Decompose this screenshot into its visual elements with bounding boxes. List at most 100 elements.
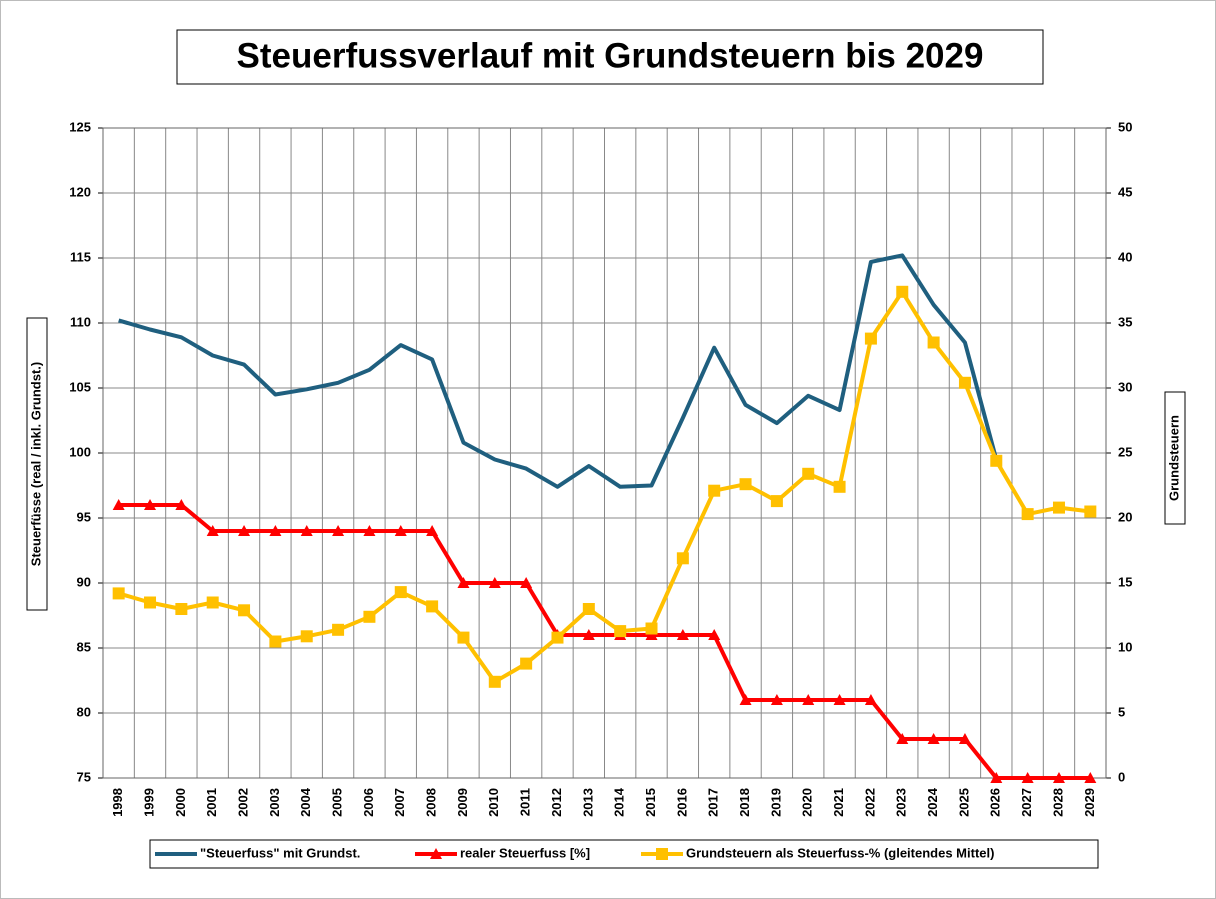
x-tick-label: 2006 <box>361 788 376 817</box>
x-tick-label: 2026 <box>988 788 1003 817</box>
y2-tick-label: 50 <box>1118 119 1132 134</box>
y2-tick-label: 0 <box>1118 769 1125 784</box>
y2-tick-label: 40 <box>1118 249 1132 264</box>
point-marker <box>927 733 940 744</box>
point-marker <box>802 467 815 480</box>
x-tick-label: 1998 <box>110 788 125 817</box>
point-marker <box>520 657 533 670</box>
point-marker <box>676 552 689 565</box>
point-marker <box>394 525 407 536</box>
x-tick-label: 2025 <box>956 788 971 817</box>
x-tick-label: 2013 <box>580 788 595 817</box>
x-tick-label: 2004 <box>298 787 313 817</box>
legend-marker <box>430 848 442 859</box>
y-axis-title-box <box>26 317 48 611</box>
point-marker <box>269 635 282 648</box>
chart-title: Steuerfussverlauf mit Grundsteuern bis 2… <box>237 36 984 75</box>
x-tick-label: 2019 <box>768 788 783 817</box>
point-marker <box>426 600 439 613</box>
x-tick-label: 2010 <box>486 788 501 817</box>
point-marker <box>300 630 313 643</box>
point-marker <box>206 525 219 536</box>
point-marker <box>739 694 752 705</box>
x-tick-label: 2023 <box>894 788 909 817</box>
y2-tick-label: 45 <box>1118 184 1132 199</box>
x-tick-label: 2003 <box>267 788 282 817</box>
plot-border <box>102 127 1107 779</box>
point-marker <box>144 596 157 609</box>
x-tick-label: 2001 <box>204 788 219 817</box>
legend-label: realer Steuerfuss [%] <box>460 845 590 860</box>
y-tick-label: 75 <box>77 769 91 784</box>
legend-box <box>149 839 1099 869</box>
point-marker <box>363 610 376 623</box>
point-marker <box>457 631 470 644</box>
point-marker <box>896 733 909 744</box>
point-marker <box>1084 772 1097 783</box>
y-tick-label: 100 <box>69 444 91 459</box>
point-marker <box>112 587 125 600</box>
point-marker <box>551 631 564 644</box>
point-marker <box>332 623 345 636</box>
y-tick-label: 125 <box>69 119 91 134</box>
point-marker <box>582 603 595 615</box>
point-marker <box>238 604 251 617</box>
x-tick-label: 2007 <box>392 788 407 817</box>
point-marker <box>927 336 940 349</box>
y2-tick-label: 10 <box>1118 639 1132 654</box>
legend-label: Grundsteuern als Steuerfuss-% (gleitende… <box>686 845 994 860</box>
point-marker <box>300 525 313 536</box>
point-marker <box>833 480 846 493</box>
point-marker <box>488 577 501 588</box>
point-marker <box>614 625 627 638</box>
point-marker <box>175 603 188 615</box>
legend-marker <box>656 848 668 860</box>
point-marker <box>739 478 752 491</box>
y2-tick-label: 35 <box>1118 314 1132 329</box>
point-marker <box>1052 772 1065 783</box>
y-tick-label: 110 <box>70 314 91 329</box>
title-box <box>176 29 1044 85</box>
point-marker <box>990 454 1003 467</box>
point-marker <box>958 376 971 389</box>
x-tick-label: 2017 <box>706 788 721 817</box>
y2-axis-title-box <box>1164 391 1186 525</box>
y-tick-label: 105 <box>69 379 91 394</box>
point-marker <box>770 694 783 705</box>
point-marker <box>676 629 689 640</box>
point-marker <box>457 577 470 588</box>
y2-tick-label: 20 <box>1118 509 1132 524</box>
y-tick-label: 120 <box>69 184 91 199</box>
point-marker <box>394 586 407 599</box>
y-tick-label: 115 <box>70 249 91 264</box>
x-tick-label: 2022 <box>862 788 877 817</box>
point-marker <box>1021 772 1034 783</box>
point-marker <box>990 772 1003 783</box>
point-marker <box>112 499 125 510</box>
x-tick-label: 2009 <box>455 788 470 817</box>
point-marker <box>833 694 846 705</box>
point-marker <box>582 629 595 640</box>
point-marker <box>708 484 721 497</box>
series-line <box>118 503 1091 780</box>
x-tick-label: 2020 <box>800 788 815 817</box>
point-marker <box>238 525 251 536</box>
y2-tick-label: 30 <box>1118 379 1132 394</box>
x-tick-label: 2012 <box>549 788 564 817</box>
point-marker <box>958 733 971 744</box>
point-marker <box>864 694 877 705</box>
x-tick-label: 2027 <box>1019 788 1034 817</box>
y-tick-label: 90 <box>77 574 91 589</box>
x-tick-label: 2018 <box>737 788 752 817</box>
point-marker <box>144 499 157 510</box>
y2-tick-label: 15 <box>1118 574 1132 589</box>
x-tick-label: 1999 <box>141 788 156 817</box>
point-marker <box>802 694 815 705</box>
x-tick-label: 2029 <box>1082 788 1097 817</box>
point-marker <box>206 596 219 609</box>
y2-axis-title: Grundsteuern <box>1166 415 1181 501</box>
y2-tick-label: 5 <box>1118 704 1125 719</box>
x-tick-label: 2005 <box>330 788 345 817</box>
